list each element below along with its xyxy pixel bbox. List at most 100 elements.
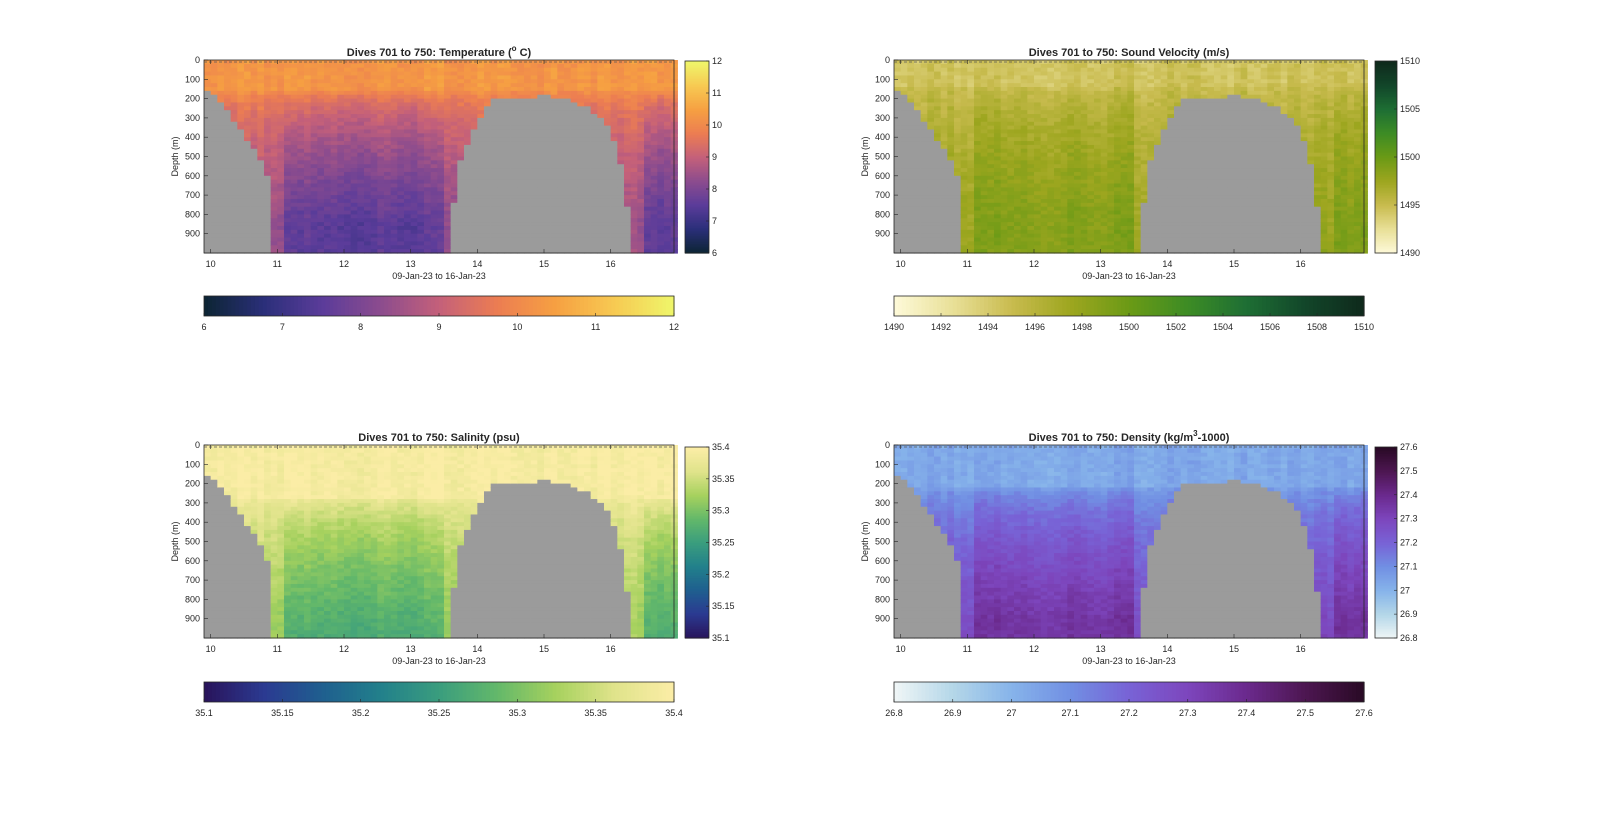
land-cell (920, 133, 928, 138)
land-cell (570, 148, 578, 154)
data-cell (980, 117, 988, 123)
land-cell (954, 195, 962, 200)
data-cell (317, 233, 325, 239)
data-cell (630, 75, 638, 80)
data-cell (994, 79, 1002, 84)
land-cell (617, 241, 625, 246)
colorbar-segment (544, 296, 550, 316)
colorbar-segment (517, 296, 522, 316)
data-cell (404, 179, 412, 185)
land-cell (510, 137, 518, 142)
data-cell (1000, 102, 1008, 107)
colorbar-segment (685, 113, 709, 116)
data-cell (664, 129, 672, 134)
land-cell (230, 249, 238, 254)
data-cell (947, 106, 955, 111)
data-cell (424, 152, 432, 158)
data-cell (994, 168, 1002, 173)
data-cell (1034, 102, 1042, 107)
land-cell (894, 229, 902, 235)
data-cell (317, 171, 325, 177)
data-cell (974, 249, 982, 254)
data-cell (980, 218, 988, 223)
colorbar-segment (685, 155, 709, 158)
data-cell (934, 75, 942, 80)
land-cell (584, 148, 592, 154)
land-cell (497, 183, 505, 188)
land-cell (590, 191, 598, 196)
data-cell (384, 102, 392, 107)
land-cell (244, 206, 252, 212)
land-cell (617, 191, 625, 196)
data-cell (357, 125, 365, 131)
land-cell (624, 249, 632, 254)
land-cell (517, 98, 525, 104)
data-cell (490, 94, 498, 100)
data-cell (590, 102, 598, 107)
land-cell (934, 148, 942, 154)
data-cell (370, 125, 378, 131)
data-cell (577, 102, 585, 107)
land-cell (237, 191, 245, 196)
land-cell (907, 195, 915, 200)
data-cell (397, 71, 405, 77)
land-cell (490, 164, 498, 169)
data-cell (430, 83, 438, 88)
data-cell (994, 129, 1002, 134)
land-cell (490, 98, 498, 104)
land-cell (570, 121, 578, 127)
data-cell (994, 210, 1002, 215)
land-cell (490, 245, 498, 250)
data-cell (437, 233, 445, 239)
data-cell (650, 137, 658, 142)
data-cell (1034, 206, 1042, 212)
data-cell (940, 114, 948, 119)
data-cell (940, 141, 948, 146)
data-cell (384, 98, 392, 104)
x-tick-label: 11 (273, 259, 282, 269)
land-cell (934, 187, 942, 192)
land-cell (504, 206, 512, 212)
data-cell (610, 117, 618, 123)
data-cell (444, 87, 452, 92)
data-cell (650, 218, 658, 223)
data-cell (974, 233, 982, 239)
land-cell (900, 229, 908, 235)
colorbar-tick-label: 9 (436, 322, 441, 332)
data-cell (244, 83, 252, 88)
data-cell (657, 141, 665, 146)
land-cell (537, 160, 545, 165)
data-cell (1000, 214, 1008, 219)
colorbar-segment (411, 296, 417, 316)
data-cell (610, 94, 618, 100)
land-cell (224, 152, 232, 158)
data-cell (270, 152, 278, 158)
land-cell (504, 148, 512, 154)
data-cell (264, 133, 272, 138)
land-cell (224, 144, 232, 150)
colorbar-tick-label: 12 (669, 322, 679, 332)
land-cell (590, 164, 598, 169)
data-cell (464, 102, 472, 107)
land-cell (577, 206, 585, 212)
land-cell (464, 241, 472, 246)
data-cell (237, 117, 245, 123)
data-cell (934, 102, 942, 107)
land-cell (617, 214, 625, 219)
data-cell (304, 63, 312, 69)
land-cell (584, 222, 592, 227)
data-cell (590, 87, 598, 92)
data-cell (204, 60, 212, 65)
data-cell (290, 98, 298, 104)
land-cell (947, 160, 955, 165)
land-cell (257, 249, 265, 254)
data-cell (444, 233, 452, 239)
land-cell (590, 160, 598, 165)
land-cell (490, 106, 498, 111)
data-cell (404, 202, 412, 208)
data-cell (444, 202, 452, 208)
land-cell (470, 195, 478, 200)
data-cell (317, 148, 325, 154)
colorbar-segment (685, 93, 709, 96)
data-cell (290, 114, 298, 119)
